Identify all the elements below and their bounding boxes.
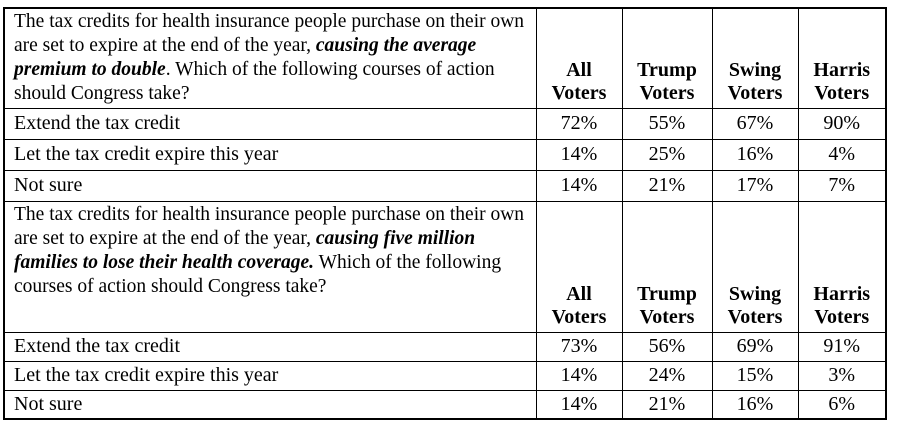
column-header-line: Voters: [727, 305, 783, 328]
column-header-line: Voters: [727, 81, 783, 104]
value-all-voters: 14%: [535, 389, 623, 420]
answer-label: Extend the tax credit: [3, 107, 537, 140]
column-header-line: Voters: [814, 305, 870, 328]
column-header-trump-voters: Trump Voters: [621, 200, 713, 333]
answer-label: Let the tax credit expire this year: [3, 360, 537, 391]
value-trump-voters: 55%: [621, 107, 713, 140]
answer-label: Let the tax credit expire this year: [3, 138, 537, 171]
value-all-voters: 14%: [535, 360, 623, 391]
column-header-line: Swing: [728, 58, 782, 81]
column-header-all-voters: All Voters: [535, 200, 623, 333]
column-header-swing-voters: Swing Voters: [711, 7, 799, 109]
table-row-expire-tax-credit-2: Let the tax credit expire this year 14% …: [3, 360, 887, 391]
question-1-cell: The tax credits for health insurance peo…: [3, 7, 537, 109]
value-swing-voters: 69%: [711, 331, 799, 362]
value-trump-voters: 25%: [621, 138, 713, 171]
value-swing-voters: 17%: [711, 169, 799, 202]
question-2-header-row: The tax credits for health insurance peo…: [3, 200, 887, 333]
column-header-line: Voters: [551, 81, 607, 104]
value-harris-voters: 91%: [797, 331, 887, 362]
table-row-not-sure-2: Not sure 14% 21% 16% 6%: [3, 389, 887, 420]
table-row-not-sure-1: Not sure 14% 21% 17% 7%: [3, 169, 887, 202]
value-harris-voters: 7%: [797, 169, 887, 202]
question-1-text-post: . Which of the following courses of acti…: [14, 59, 495, 104]
table-row-expire-tax-credit-1: Let the tax credit expire this year 14% …: [3, 138, 887, 171]
value-trump-voters: 24%: [621, 360, 713, 391]
value-harris-voters: 6%: [797, 389, 887, 420]
column-header-line: Trump: [637, 58, 697, 81]
value-harris-voters: 3%: [797, 360, 887, 391]
value-trump-voters: 56%: [621, 331, 713, 362]
value-harris-voters: 4%: [797, 138, 887, 171]
question-1-text-pre: The tax credits for health insurance peo…: [14, 11, 525, 56]
column-header-line: Voters: [639, 81, 695, 104]
value-all-voters: 72%: [535, 107, 623, 140]
column-header-line: Swing: [728, 282, 782, 305]
column-header-line: Voters: [639, 305, 695, 328]
column-header-line: Harris: [813, 58, 871, 81]
value-trump-voters: 21%: [621, 169, 713, 202]
value-all-voters: 14%: [535, 169, 623, 202]
column-header-line: Voters: [551, 305, 607, 328]
value-swing-voters: 15%: [711, 360, 799, 391]
value-swing-voters: 67%: [711, 107, 799, 140]
question-2-cell: The tax credits for health insurance peo…: [3, 200, 537, 333]
column-header-harris-voters: Harris Voters: [797, 200, 887, 333]
column-header-trump-voters: Trump Voters: [621, 7, 713, 109]
column-header-line: All: [566, 58, 592, 81]
answer-label: Extend the tax credit: [3, 331, 537, 362]
column-header-all-voters: All Voters: [535, 7, 623, 109]
value-swing-voters: 16%: [711, 389, 799, 420]
column-header-line: Harris: [813, 282, 871, 305]
value-all-voters: 73%: [535, 331, 623, 362]
value-swing-voters: 16%: [711, 138, 799, 171]
column-header-swing-voters: Swing Voters: [711, 200, 799, 333]
answer-label: Not sure: [3, 169, 537, 202]
answer-label: Not sure: [3, 389, 537, 420]
question-2-text-post: Which of the following courses of action…: [14, 251, 502, 297]
poll-results-table: The tax credits for health insurance peo…: [3, 7, 887, 420]
column-header-harris-voters: Harris Voters: [797, 7, 887, 109]
table-row-extend-tax-credit-1: Extend the tax credit 72% 55% 67% 90%: [3, 107, 887, 140]
question-2-text-pre: The tax credits for health insurance peo…: [14, 203, 525, 249]
table-row-extend-tax-credit-2: Extend the tax credit 73% 56% 69% 91%: [3, 331, 887, 362]
value-harris-voters: 90%: [797, 107, 887, 140]
column-header-line: Trump: [637, 282, 697, 305]
value-trump-voters: 21%: [621, 389, 713, 420]
question-1-emphasis: causing the average premium to double: [14, 35, 477, 80]
value-all-voters: 14%: [535, 138, 623, 171]
question-1-header-row: The tax credits for health insurance peo…: [3, 7, 887, 109]
question-2-emphasis: causing five million families to lose th…: [14, 227, 476, 273]
column-header-line: All: [566, 282, 592, 305]
column-header-line: Voters: [814, 81, 870, 104]
